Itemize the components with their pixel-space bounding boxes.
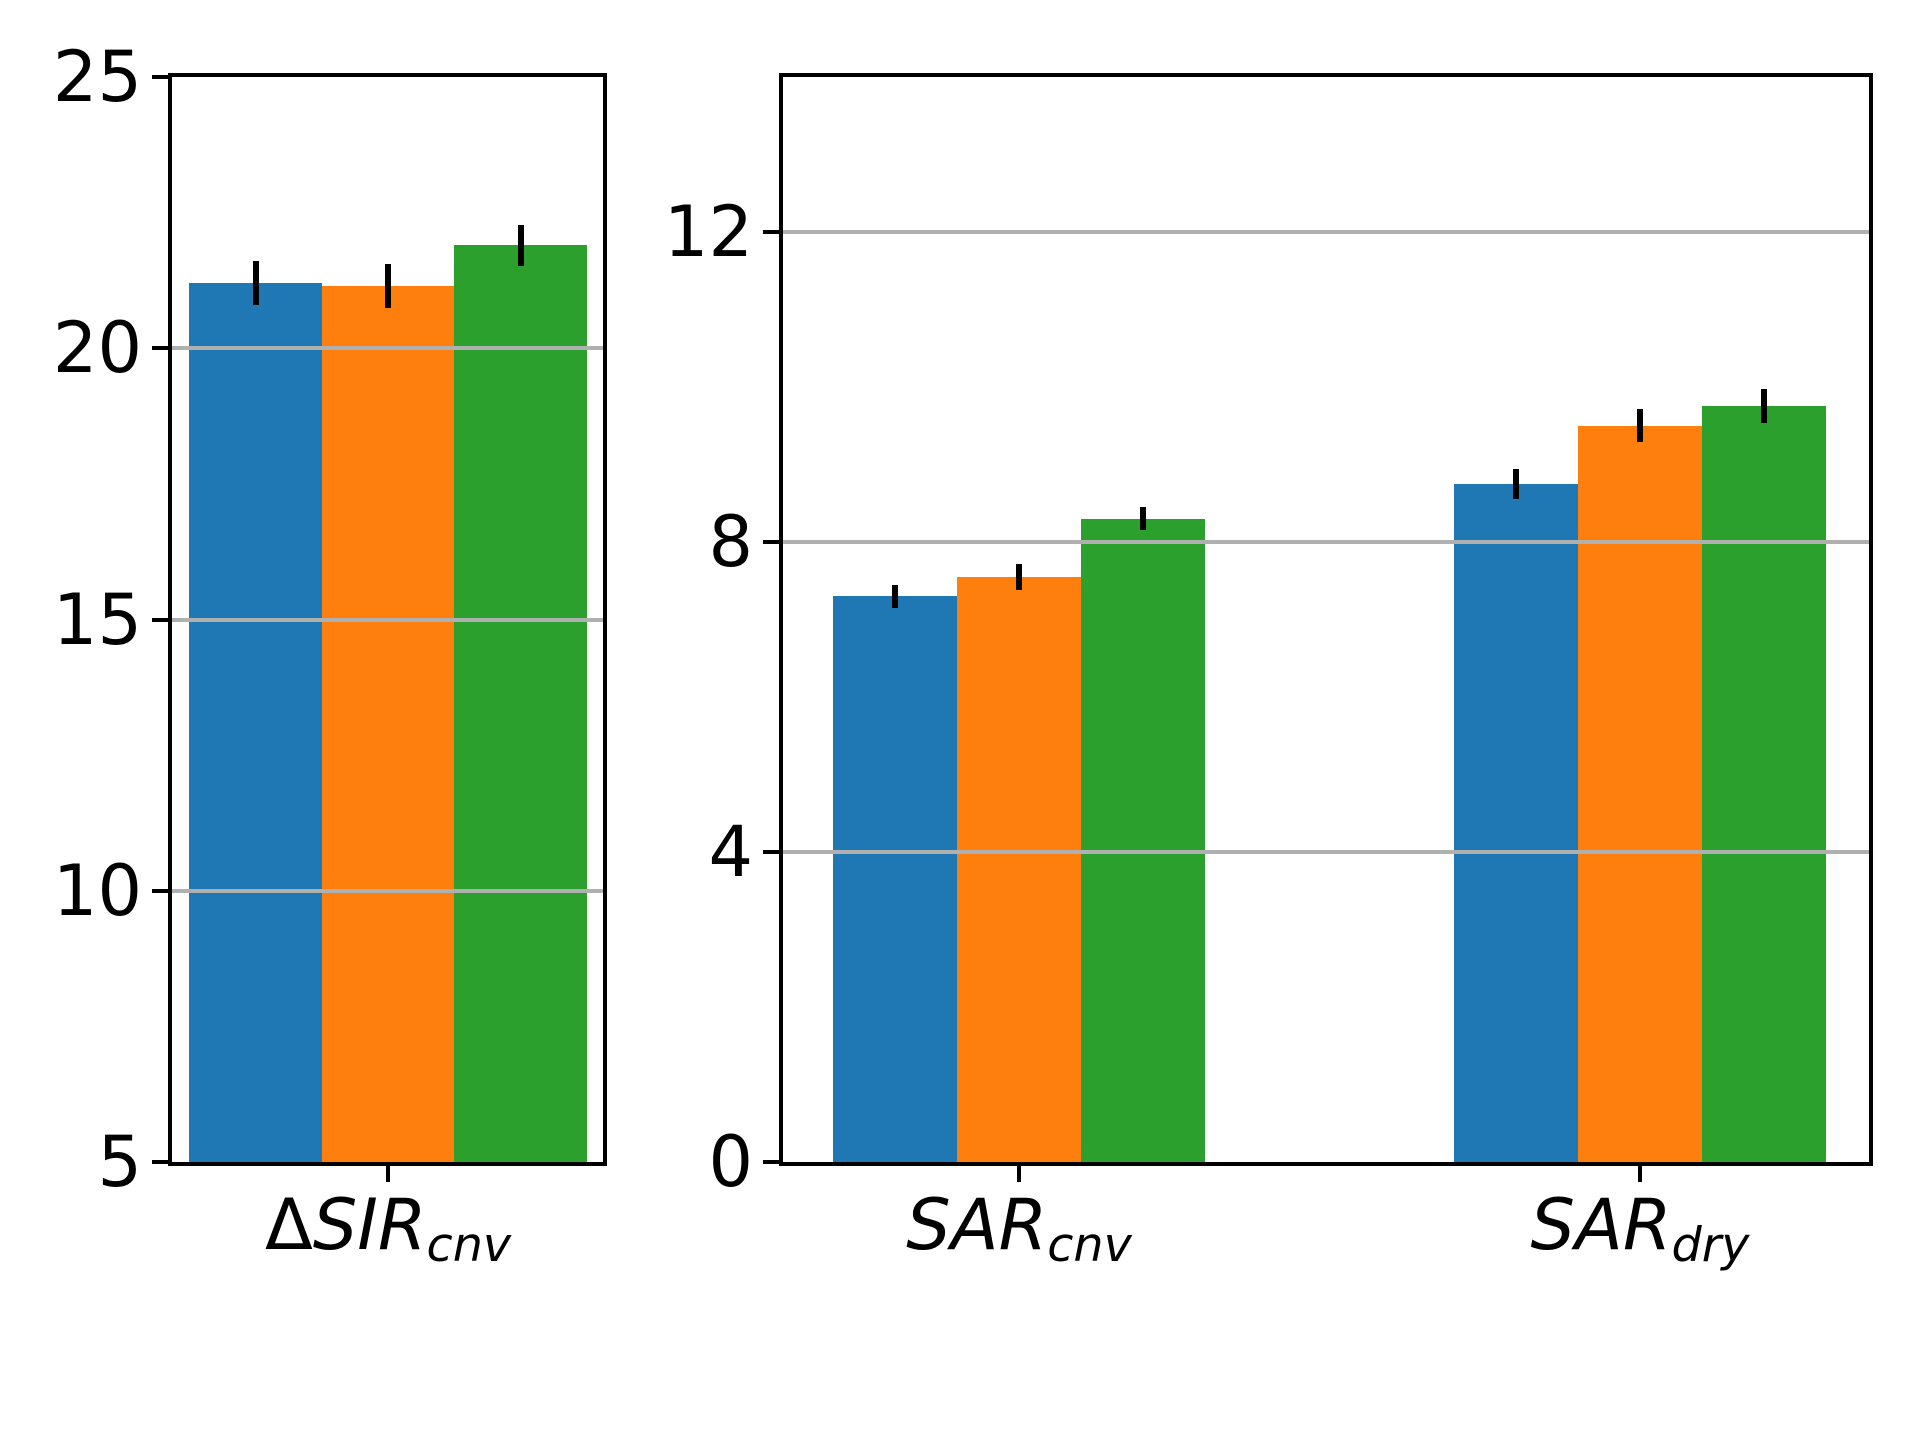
y-tick-mark-5 [152,1160,168,1164]
gridline-y4 [783,850,1869,854]
x-tick-mark-0 [386,1166,390,1182]
errorbar-series-blue-cat0 [252,261,259,305]
y-tick-label-0: 0 [708,1121,753,1203]
gridline-y20 [172,346,603,351]
errorbar-series-orange-cat0 [385,264,391,308]
x-tick-mark-0 [1017,1166,1021,1182]
y-tick-label-15: 15 [52,578,142,661]
bar-series-blue-cat1 [1454,483,1578,1162]
gridline-y10 [172,888,603,893]
errorbar-series-orange-cat0 [1016,563,1022,591]
errorbar-series-orange-cat1 [1637,409,1643,443]
bar-series-orange-cat0 [957,576,1081,1162]
errorbar-series-green-cat0 [517,224,524,266]
y-tick-mark-12 [763,230,779,234]
plot-area-left: 5 10 15 20 25 ΔSIRcnv [53,42,603,1269]
bar-series-orange-cat1 [1578,425,1702,1162]
y-tick-mark-0 [763,1160,779,1164]
errorbar-series-green-cat0 [1140,507,1146,531]
y-tick-mark-25 [152,75,168,79]
gridline-y8 [783,540,1869,544]
x-tick-mark-1 [1638,1166,1642,1182]
bar-series-green-cat0 [1081,518,1205,1162]
bar-series-green-cat0 [454,245,587,1162]
bar-series-green-cat1 [1702,406,1826,1162]
y-tick-label-8: 8 [708,501,753,583]
bar-series-blue-cat0 [189,283,322,1162]
y-tick-label-20: 20 [52,307,142,390]
errorbar-series-blue-cat0 [892,584,898,608]
y-tick-label-12: 12 [663,191,753,273]
gridline-y15 [172,617,603,622]
errorbar-series-green-cat1 [1761,389,1767,424]
bar-series-blue-cat0 [833,596,957,1162]
y-tick-label-5: 5 [97,1121,142,1203]
x-tick-label-sir-cnv: ΔSIRcnv [264,1184,512,1273]
y-tick-label-10: 10 [52,849,142,932]
bar-series-orange-cat0 [321,285,455,1162]
plot-area-right: 0 4 8 12 SARcnv SARdry [664,77,1869,1269]
subplot-left: 5 10 15 20 25 ΔSIRcnv [53,42,607,1269]
subplot-right: 0 4 8 12 SARcnv SARdry [664,73,1873,1269]
errorbar-series-blue-cat1 [1513,469,1519,499]
y-tick-label-4: 4 [708,811,753,893]
y-tick-mark-4 [763,850,779,854]
x-tick-label-sar-cnv: SARcnv [906,1184,1132,1273]
y-tick-label-25: 25 [52,36,142,118]
y-tick-mark-10 [152,888,168,893]
y-tick-mark-20 [152,346,168,351]
x-tick-label-sar-dry: SARdry [1530,1184,1750,1273]
y-tick-mark-8 [763,540,779,544]
gridline-y12 [783,230,1869,234]
y-tick-mark-15 [152,617,168,622]
